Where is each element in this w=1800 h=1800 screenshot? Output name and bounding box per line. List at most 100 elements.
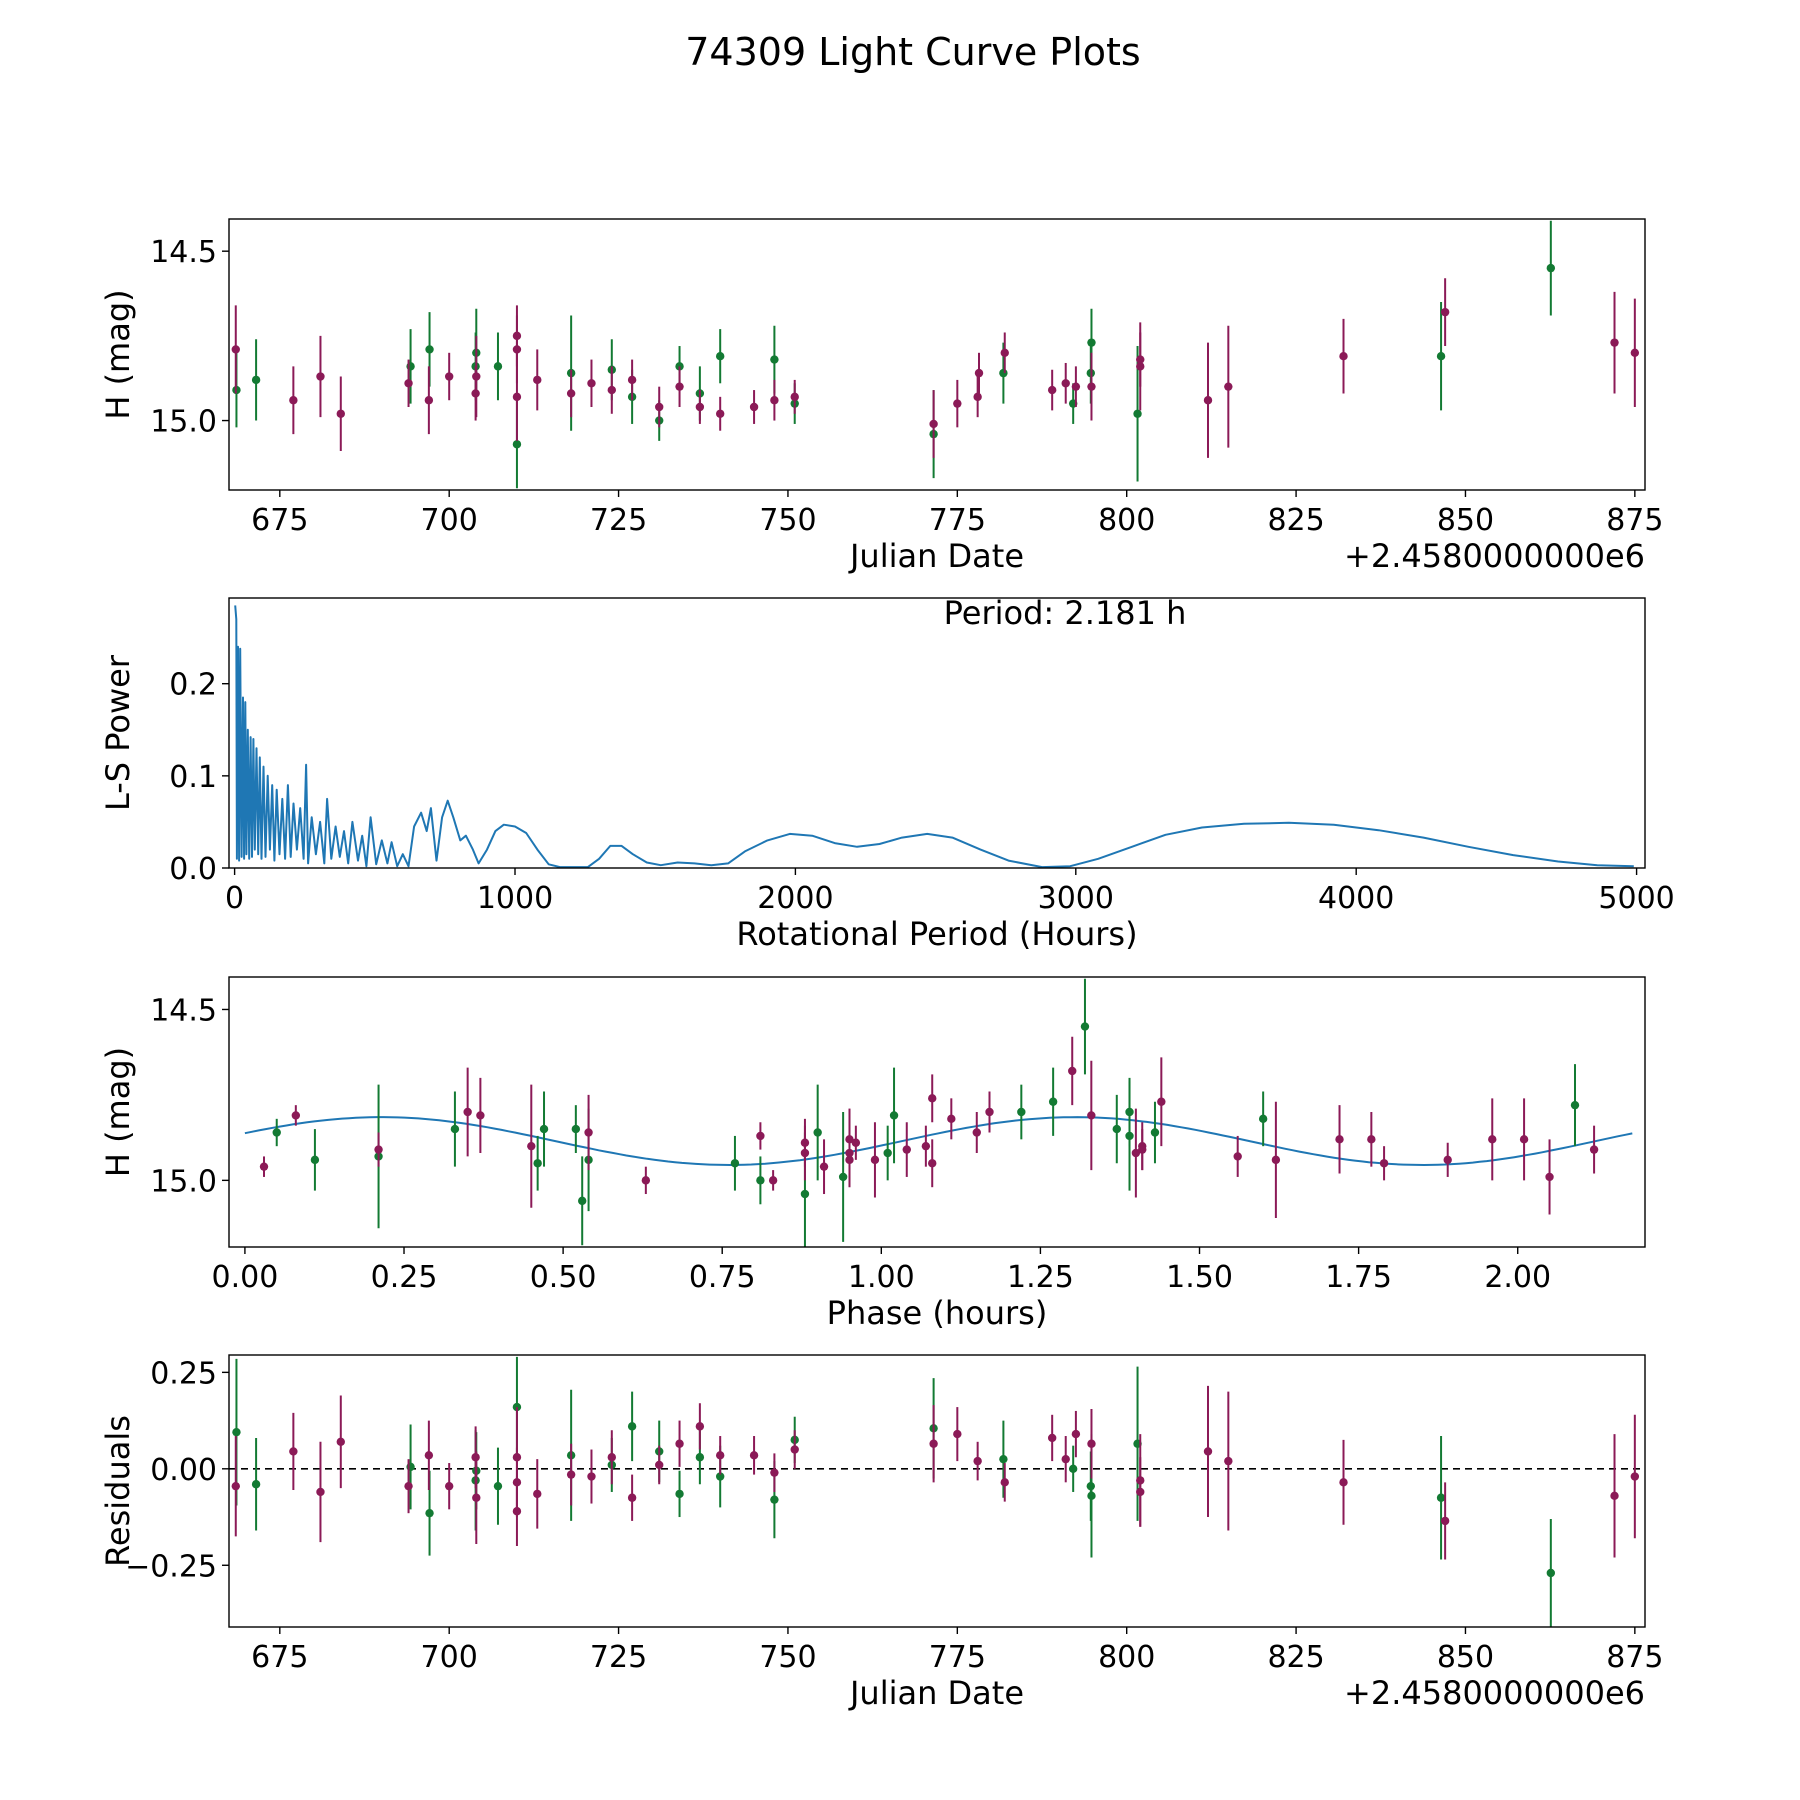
lightcurve-magenta-point xyxy=(316,372,325,381)
phased-xtick-label: 0.75 xyxy=(689,1260,756,1295)
phased-magenta-point xyxy=(928,1159,937,1168)
phased-green-point xyxy=(1125,1107,1134,1117)
lightcurve-magenta-point xyxy=(424,396,434,405)
phased-magenta-point xyxy=(756,1131,765,1141)
phased-green-point xyxy=(889,1111,899,1120)
lightcurve-magenta-point xyxy=(953,399,962,408)
residuals-green-point xyxy=(715,1472,725,1481)
residuals-magenta-point xyxy=(655,1460,664,1470)
residuals-magenta-point xyxy=(929,1439,938,1448)
residuals-magenta-point xyxy=(695,1422,705,1431)
phased-green-point xyxy=(838,1172,848,1182)
lightcurve-axes-frame xyxy=(228,218,1646,491)
lightcurve-magenta-point xyxy=(1630,348,1640,358)
phased-green-point xyxy=(800,1189,810,1199)
phased-magenta-point xyxy=(928,1094,937,1103)
phased-fit-curve xyxy=(244,1116,1633,1167)
residuals-magenta-point xyxy=(1071,1429,1081,1439)
lightcurve-magenta-point xyxy=(231,345,240,354)
lightcurve-xtick-label: 750 xyxy=(759,503,816,538)
lightcurve-green-point xyxy=(251,375,261,385)
residuals-xtick-label: 825 xyxy=(1267,1640,1324,1675)
residuals-green-point xyxy=(425,1508,434,1518)
periodogram-axes-frame xyxy=(228,597,1646,869)
residuals-magenta-point xyxy=(607,1453,616,1462)
phased-magenta-point xyxy=(463,1107,472,1117)
residuals-magenta-point xyxy=(790,1445,799,1454)
phased-green-point xyxy=(1080,1022,1090,1031)
lightcurve-magenta-point xyxy=(607,385,616,395)
phased-magenta-point xyxy=(641,1176,651,1185)
phased-ytick-label: 15.0 xyxy=(150,1164,217,1199)
phased-green-point xyxy=(571,1124,581,1134)
phased-magenta-point xyxy=(768,1176,778,1185)
lightcurve-magenta-point xyxy=(444,372,454,381)
residuals-ylabel: Residuals xyxy=(99,1415,137,1567)
figure-title: 74309 Light Curve Plots xyxy=(685,30,1140,74)
residuals-green-point xyxy=(1087,1491,1096,1501)
residuals-magenta-point xyxy=(675,1439,684,1448)
residuals-xtick-label: 775 xyxy=(929,1640,986,1675)
lightcurve-magenta-point xyxy=(1440,307,1450,317)
residuals-magenta-point xyxy=(770,1468,779,1477)
phased-magenta-point xyxy=(985,1107,994,1117)
phased-xtick-label: 1.25 xyxy=(1007,1260,1074,1295)
periodogram-xtick-label: 4000 xyxy=(1318,881,1394,916)
residuals-xtick-label: 675 xyxy=(251,1640,308,1675)
residuals-xtick-label: 750 xyxy=(759,1640,816,1675)
residuals-magenta-point xyxy=(1203,1447,1213,1456)
residuals-magenta-point xyxy=(231,1481,240,1491)
phased-xtick-label: 1.75 xyxy=(1325,1260,1392,1295)
phased-green-point xyxy=(533,1159,542,1168)
residuals-magenta-point xyxy=(316,1487,325,1497)
residuals-magenta-point xyxy=(424,1451,434,1460)
residuals-magenta-point xyxy=(404,1481,413,1491)
periodogram-xtick-label: 1000 xyxy=(477,881,553,916)
phased-magenta-point xyxy=(1488,1135,1497,1144)
periodogram-xtick-label: 3000 xyxy=(1038,881,1114,916)
phased-green-point xyxy=(310,1155,320,1165)
residuals-magenta-point xyxy=(1630,1472,1640,1481)
residuals-green-point xyxy=(1546,1568,1556,1578)
lightcurve-xtick-label: 675 xyxy=(251,503,308,538)
periodogram-power-line xyxy=(234,605,1634,868)
phased-magenta-point xyxy=(819,1162,829,1171)
phased-magenta-point xyxy=(476,1111,485,1120)
lightcurve-xtick-label: 825 xyxy=(1267,503,1324,538)
phased-xtick-label: 1.00 xyxy=(848,1260,915,1295)
lightcurve-magenta-point xyxy=(566,389,576,398)
residuals-xtick-label: 725 xyxy=(590,1640,647,1675)
residuals-magenta-point xyxy=(587,1472,596,1481)
residuals-green-point xyxy=(627,1422,637,1431)
phased-green-point xyxy=(1570,1100,1580,1110)
phased-green-point xyxy=(1150,1128,1160,1137)
lightcurve-xtick-label: 875 xyxy=(1606,503,1663,538)
phased-green-point xyxy=(1112,1124,1121,1134)
residuals-green-point xyxy=(1068,1464,1078,1474)
lightcurve-magenta-point xyxy=(770,396,779,405)
residuals-ytick-label: 0.25 xyxy=(150,1356,217,1391)
lightcurve-green-point xyxy=(1087,338,1096,347)
phased-magenta-point xyxy=(584,1128,593,1137)
residuals-magenta-point xyxy=(749,1451,759,1460)
phased-magenta-point xyxy=(845,1148,854,1158)
residuals-magenta-point xyxy=(1087,1439,1096,1448)
residuals-magenta-point xyxy=(1047,1433,1057,1443)
phased-magenta-point xyxy=(1233,1152,1242,1161)
lightcurve-magenta-point xyxy=(1047,385,1057,395)
residuals-xtick-label: 850 xyxy=(1437,1640,1494,1675)
lightcurve-magenta-point xyxy=(715,409,725,418)
residuals-green-point xyxy=(695,1453,705,1462)
residuals-points-layer xyxy=(231,1356,1640,1627)
lightcurve-ytick-label: 14.5 xyxy=(150,235,217,270)
phased-magenta-point xyxy=(1379,1159,1389,1168)
residuals-magenta-point xyxy=(289,1447,298,1456)
lightcurve-xtick-label: 775 xyxy=(929,503,986,538)
phased-magenta-point xyxy=(1157,1097,1166,1106)
residuals-x-offset-label: +2.4580000000e6 xyxy=(1344,1674,1645,1712)
phased-magenta-point xyxy=(1443,1155,1452,1165)
lightcurve-magenta-point xyxy=(929,419,938,429)
residuals-magenta-point xyxy=(512,1453,522,1462)
phased-xtick-label: 2.00 xyxy=(1484,1260,1551,1295)
